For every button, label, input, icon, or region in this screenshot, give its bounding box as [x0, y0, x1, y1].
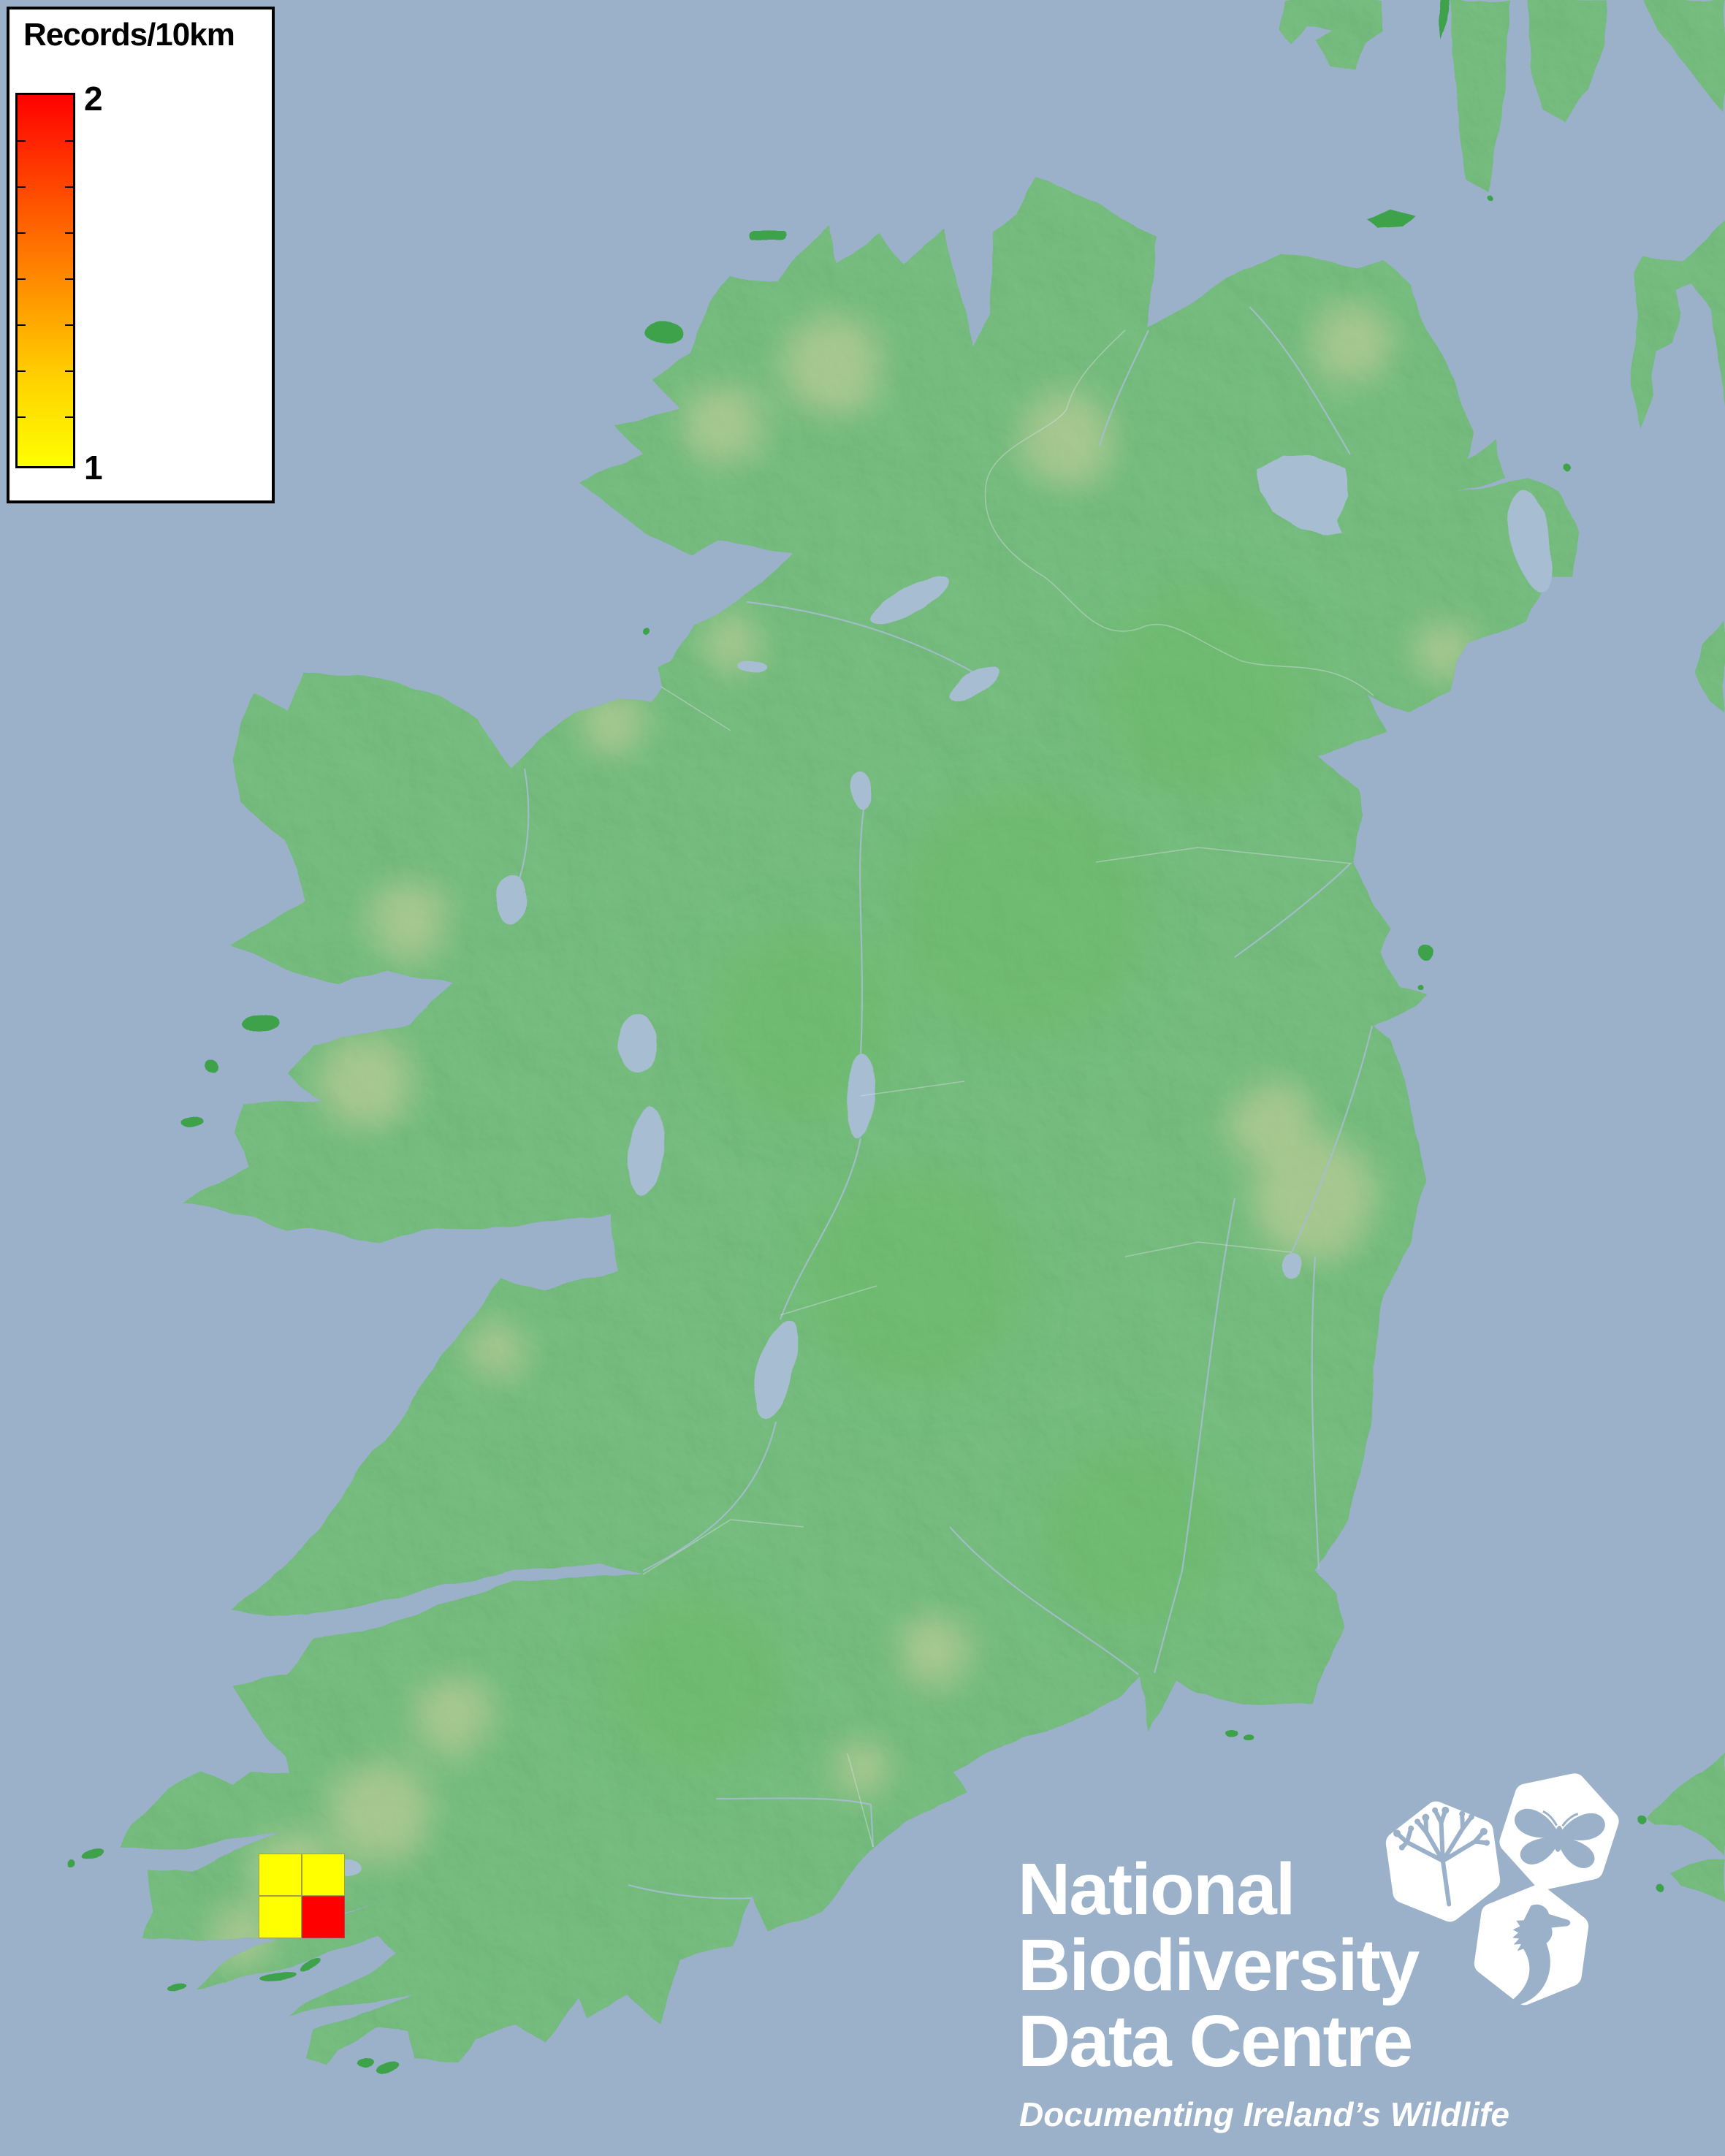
aranmore-island: [646, 321, 684, 343]
legend-min-label: 1: [84, 449, 103, 487]
dursey-island: [168, 1983, 186, 1992]
inishmurray-island: [643, 626, 650, 633]
lower-lough-erne: [869, 576, 951, 625]
blasket-island: [82, 1848, 105, 1860]
logo-title-line-3: Data Centre: [1018, 2000, 1413, 2082]
whiddy-island: [300, 1958, 321, 1973]
legend-tick: [65, 324, 73, 326]
nbdc-logo-emblem: [1385, 1773, 1619, 2013]
lough-ree: [845, 1054, 876, 1138]
rivers: [514, 306, 1374, 1900]
lough-derg: [755, 1320, 797, 1421]
gigha-island: [1438, 0, 1450, 40]
clear-island: [376, 2062, 399, 2073]
skomer-islet: [1654, 1884, 1663, 1893]
saltee-island: [1225, 1729, 1239, 1737]
legend-max-label: 2: [84, 80, 103, 118]
clare-island: [240, 1014, 280, 1032]
upper-lough-erne: [947, 666, 999, 701]
seahorse-hexagon-icon: [1474, 1884, 1589, 2013]
strangford-lough: [1509, 490, 1553, 594]
county-boundaries: [642, 330, 1374, 1848]
logo-tagline: Documenting Ireland’s Wildlife: [1019, 2095, 1509, 2133]
irelands-eye-island: [1416, 985, 1422, 991]
lough-allen: [850, 772, 872, 810]
lough-conn: [497, 874, 526, 926]
poulaphouca-reservoir: [1282, 1252, 1302, 1279]
legend-tick: [65, 186, 73, 188]
legend-tick: [65, 278, 73, 280]
lambay-island: [1417, 945, 1432, 959]
tory-island: [749, 231, 788, 240]
lakes: [335, 454, 1553, 1876]
ramsey-island: [1637, 1816, 1645, 1825]
legend-tick: [65, 232, 73, 234]
record-grid-cell: [259, 1854, 302, 1896]
legend-gradient-bar: [15, 93, 75, 468]
legend-tick: [18, 278, 26, 280]
legend-tick: [65, 370, 73, 372]
copeland-island: [1564, 464, 1571, 471]
mountain-tint: [208, 303, 1476, 1969]
butterfly-hexagon-icon: [1499, 1773, 1619, 1890]
legend-tick: [18, 186, 26, 188]
legend-tick: [65, 140, 73, 142]
sherkin-island: [355, 2057, 373, 2066]
legend-panel: Records/10km 2 1: [7, 7, 275, 503]
plant-hexagon-icon: [1385, 1801, 1501, 1922]
blasket-islet: [69, 1861, 77, 1868]
legend-tick: [18, 232, 26, 234]
rathlin-island: [1365, 209, 1416, 228]
lough-mask: [618, 1014, 656, 1073]
record-grid-cell: [259, 1896, 302, 1938]
nbdc-logo: National Biodiversity Data Centre: [1018, 1848, 1420, 2082]
lough-corrib: [627, 1105, 665, 1196]
record-grid-cell: [302, 1896, 345, 1938]
legend-tick: [18, 416, 26, 418]
legend-tick: [65, 416, 73, 418]
lough-neagh: [1258, 454, 1349, 533]
inishbofin-island: [180, 1116, 202, 1127]
sanda-islet: [1485, 194, 1491, 200]
inishturk-island: [205, 1062, 218, 1075]
legend-title: Records/10km: [23, 17, 235, 53]
saltee-island-2: [1245, 1736, 1257, 1742]
record-grid-cell: [302, 1854, 345, 1896]
legend-tick: [18, 140, 26, 142]
lough-gill: [736, 660, 766, 672]
logo-title-line-1: National: [1018, 1848, 1295, 1930]
logo-title-line-2: Biodiversity: [1018, 1924, 1420, 2006]
legend-tick: [18, 324, 26, 326]
bere-island: [262, 1972, 297, 1982]
legend-tick: [18, 370, 26, 372]
